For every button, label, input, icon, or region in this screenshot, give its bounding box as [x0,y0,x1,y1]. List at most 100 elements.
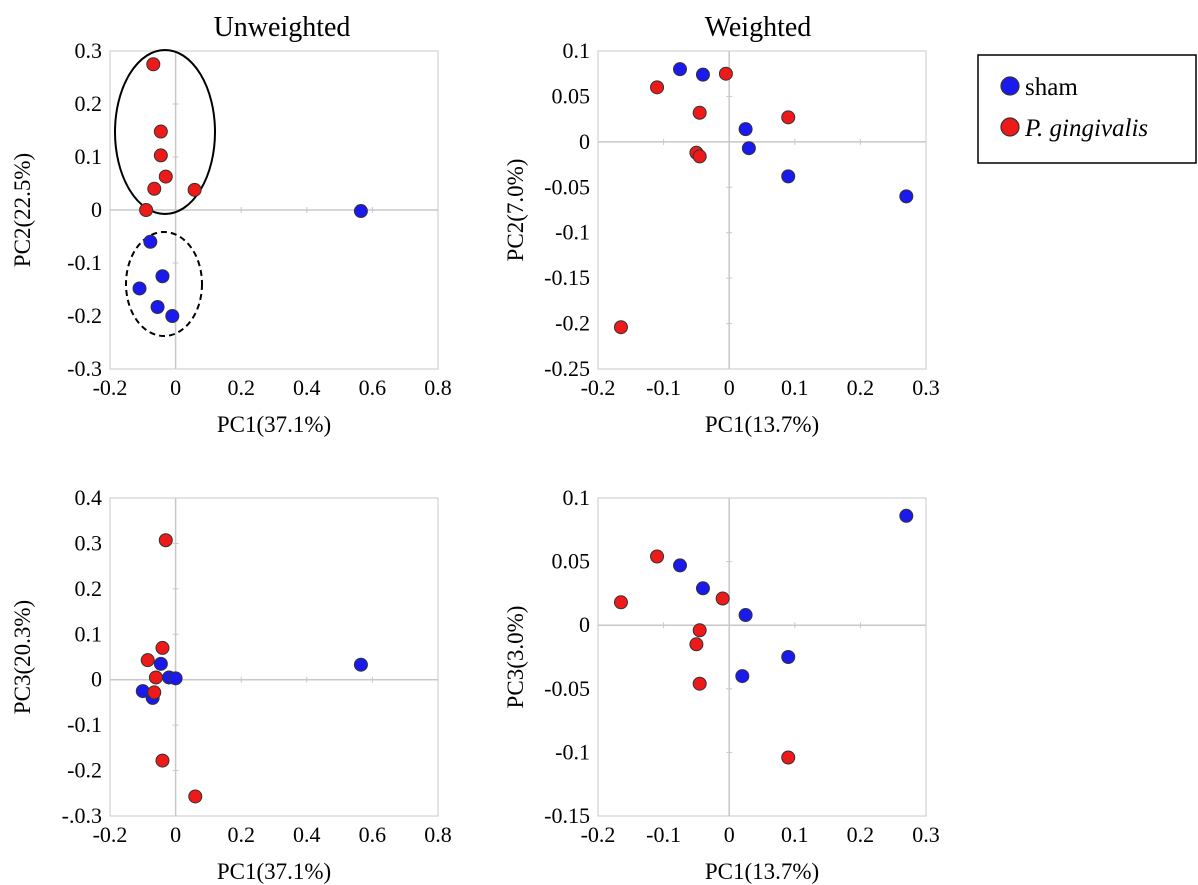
x-tick-label: 0.1 [781,822,809,847]
data-point [140,653,155,668]
data-point [673,62,687,77]
series-p-gingivalis [140,533,203,804]
chart-title: Weighted [705,12,812,43]
data-point [899,508,914,523]
legend-label: sham [1025,74,1078,101]
data-point [650,80,665,95]
y-axis-label: PC3(3.0%) [503,606,528,709]
x-tick-label: -0.2 [581,375,616,400]
data-point [613,320,628,335]
scatter-panel-4: -0.2 -0.1 0 0.1 0.2 0.3 -0.15 -0.1 -0.05 0 0.05 0.1… [503,485,940,884]
data-point [188,789,203,804]
x-tick-label: 0 [170,822,181,847]
x-tick-label: 0.2 [227,822,255,847]
y-tick-label: 0.1 [75,144,103,169]
y-tick-label: -0.2 [67,758,102,783]
legend: sham P. gingivalis [977,54,1197,164]
y-tick-label: -.0.3 [62,803,102,828]
data-point [692,676,707,691]
x-tick-label: 0 [724,375,735,400]
data-point [899,189,914,204]
data-point [353,204,368,219]
data-point [692,623,707,638]
x-tick-label: 0.2 [227,375,255,400]
y-tick-label: 0.05 [552,549,591,574]
data-point [165,309,180,323]
x-tick-label: -0.1 [646,822,681,847]
data-point [143,234,158,249]
x-tick-label: 0.8 [424,822,452,847]
cluster-ellipse-dashed [125,231,203,337]
plot-area [597,50,927,370]
y-tick-label: -0.1 [67,712,102,737]
x-tick-label: -0.2 [581,822,616,847]
y-tick-label: 0.3 [75,38,103,63]
x-axis-label: PC1(37.1%) [217,412,331,437]
y-tick-label: 0.05 [552,83,591,108]
data-point [168,671,183,686]
y-tick-label: -0.1 [555,220,590,245]
x-tick-label: 0.6 [359,822,387,847]
x-tick-label: 0.8 [424,375,452,400]
y-tick-label: 0 [579,612,590,637]
scatter-panel-3: -0.2 0 0.2 0.4 0.6 0.8-.0.3-0.2-0.100.10.20.3… [10,485,452,884]
data-point [718,66,733,81]
data-point [147,685,162,700]
data-point [147,181,162,196]
data-point [158,533,173,548]
x-tick-label: 0.4 [293,375,321,400]
data-point [613,595,628,610]
data-point [738,608,753,623]
y-tick-label: -0.1 [555,739,590,764]
data-point [673,558,687,573]
y-tick-label: -0.05 [544,174,590,199]
data-point [146,57,161,72]
y-tick-label: 0.2 [75,576,103,601]
y-tick-label: -0.1 [67,250,102,275]
panels-layer: -0.2 0 0.2 0.4 0.6 0.8-0.3-0.2-0.100.10.20.3P… [10,12,940,884]
data-point [153,124,168,139]
data-point [148,670,163,685]
data-point [695,581,710,596]
data-point [738,122,753,137]
y-tick-label: -0.3 [67,356,102,381]
x-tick-label: -0.2 [93,375,128,400]
x-tick-label: 0.2 [847,375,875,400]
data-point [781,110,796,125]
data-point [781,650,796,664]
x-tick-label: 0.3 [912,375,940,400]
chart-title: Unweighted [214,12,351,43]
series-sham [673,62,914,204]
y-tick-label: -0.05 [544,676,590,701]
scatter-panel-2: -0.2 -0.1 0 0.1 0.2 0.3-0.25-0.2-0.15-0.1-0.0… [503,12,940,437]
data-point [132,281,147,296]
y-tick-label: 0.1 [563,485,591,510]
data-point [150,299,165,314]
data-point [139,203,154,217]
y-axis-label: PC2(7.0%) [503,159,528,262]
x-tick-label: 0.1 [781,375,809,400]
y-tick-label: -0.2 [555,311,590,336]
x-tick-label: 0.4 [293,822,321,847]
cluster-ellipse-solid [114,49,216,215]
plot-area [109,497,439,817]
data-point [735,669,750,684]
data-point [187,182,202,197]
plot-area [597,497,927,817]
data-point [153,148,168,163]
legend-marker [1000,76,1020,96]
y-tick-label: 0 [91,197,102,222]
data-point [153,656,168,671]
x-axis-label: PC1(13.7%) [705,412,819,437]
y-tick-label: -0.2 [67,303,102,328]
x-tick-label: 0.6 [359,375,387,400]
data-point [155,753,170,768]
y-tick-label: -0.25 [544,356,590,381]
y-tick-label: 0 [579,129,590,154]
data-point [715,591,730,606]
data-point [781,169,796,184]
y-tick-label: 0 [91,667,102,692]
data-point [155,640,170,655]
data-point [689,637,704,652]
